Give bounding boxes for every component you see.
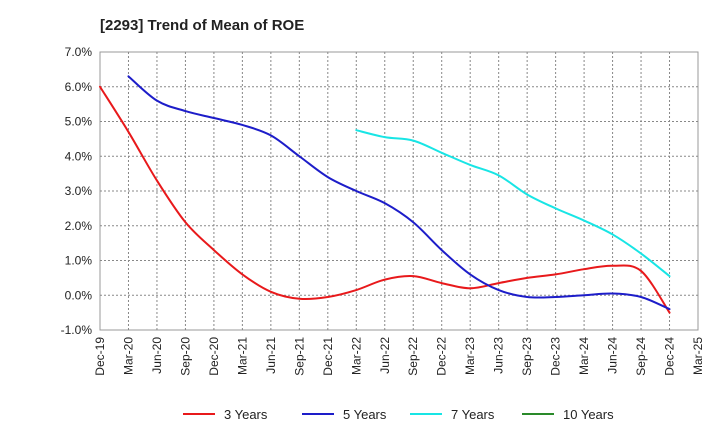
x-tick-label: Jun-24 — [606, 337, 620, 374]
x-tick-label: Dec-22 — [435, 337, 449, 376]
x-tick-label: Mar-24 — [577, 337, 591, 375]
y-tick-label: 2.0% — [65, 219, 93, 233]
y-tick-label: -1.0% — [61, 323, 93, 337]
y-tick-label: 4.0% — [65, 149, 93, 163]
x-tick-label: Dec-21 — [321, 337, 335, 376]
x-axis-ticks: Dec-19 Mar-20 Jun-20 Sep-20 Dec-20 Mar-21 Jun-… — [93, 337, 705, 376]
x-tick-label: Jun-21 — [264, 337, 278, 374]
legend-label: 7 Years — [451, 407, 495, 422]
x-tick-label: Sep-23 — [520, 337, 534, 376]
series-line-1 — [99, 85, 671, 314]
x-tick-label: Mar-23 — [463, 337, 477, 375]
series-lines — [99, 75, 671, 314]
x-tick-label: Jun-22 — [378, 337, 392, 374]
y-tick-label: 3.0% — [65, 184, 93, 198]
y-tick-label: 5.0% — [65, 115, 93, 129]
plot-area — [99, 51, 699, 331]
y-tick-label: 1.0% — [65, 254, 93, 268]
x-tick-label: Mar-25 — [691, 337, 705, 375]
x-tick-label: Dec-24 — [663, 337, 677, 376]
series-line-3 — [355, 129, 671, 278]
x-tick-label: Dec-23 — [549, 337, 563, 376]
x-tick-label: Sep-22 — [406, 337, 420, 376]
series-line-2 — [127, 75, 671, 311]
x-tick-label: Dec-19 — [93, 337, 107, 376]
x-tick-label: Mar-20 — [121, 337, 135, 375]
x-tick-label: Jun-23 — [492, 337, 506, 374]
legend: 3 Years 5 Years 7 Years 10 Years — [183, 407, 614, 422]
x-tick-label: Mar-21 — [235, 337, 249, 375]
chart-title: [2293] Trend of Mean of ROE — [100, 17, 304, 34]
x-tick-label: Jun-20 — [150, 337, 164, 374]
y-axis-ticks: 7.0% 6.0% 5.0% 4.0% 3.0% 2.0% 1.0% 0.0% -1.0% — [61, 45, 93, 337]
x-tick-label: Sep-21 — [292, 337, 306, 376]
y-tick-label: 0.0% — [65, 288, 93, 302]
legend-label: 3 Years — [224, 407, 268, 422]
y-tick-label: 7.0% — [65, 45, 93, 59]
x-tick-label: Dec-20 — [207, 337, 221, 376]
legend-label: 5 Years — [343, 407, 387, 422]
x-tick-label: Sep-24 — [634, 337, 648, 376]
x-tick-label: Sep-20 — [178, 337, 192, 376]
y-tick-label: 6.0% — [65, 80, 93, 94]
x-tick-label: Mar-22 — [349, 337, 363, 375]
legend-label: 10 Years — [563, 407, 614, 422]
